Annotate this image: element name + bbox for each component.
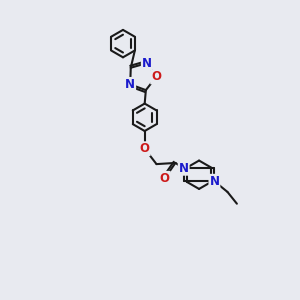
Text: N: N (209, 175, 219, 188)
Text: N: N (125, 78, 135, 91)
Text: N: N (142, 57, 152, 70)
Text: O: O (151, 70, 161, 83)
Text: N: N (179, 162, 189, 175)
Text: O: O (140, 142, 150, 155)
Text: O: O (160, 172, 170, 185)
